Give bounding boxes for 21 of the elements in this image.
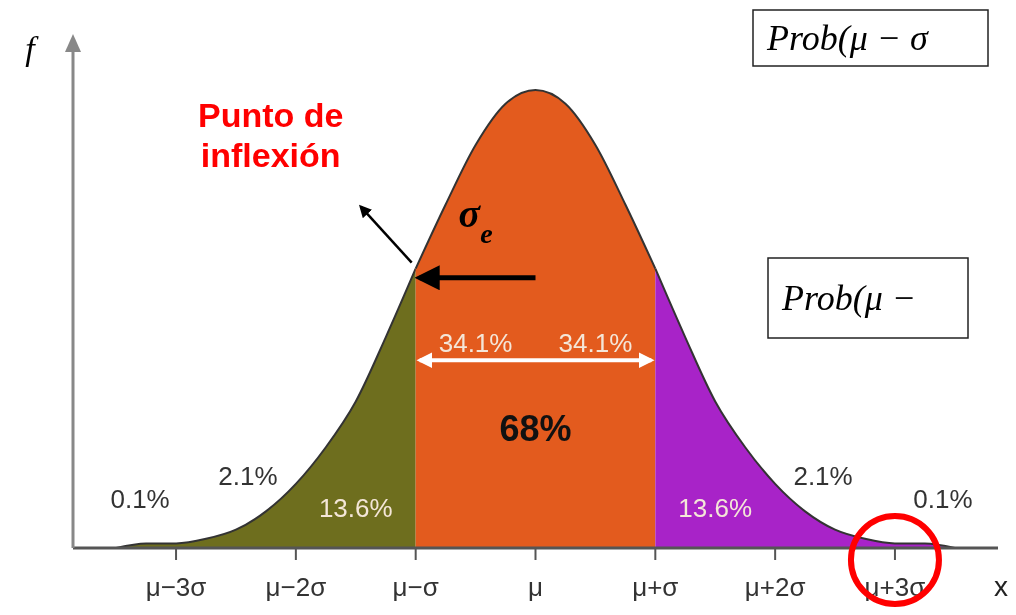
x-axis-title: x [994,571,1008,602]
x-tick-label: μ−σ [392,572,439,602]
annotation: Prob(μ − [781,278,917,318]
y-axis-title: f [25,30,40,67]
annotation: 68% [499,407,572,449]
x-tick-label: μ+σ [632,572,679,602]
annotation: Punto de inflexión [197,95,344,174]
annotation: 2.1% [218,460,278,491]
x-tick-label: μ+2σ [744,572,806,602]
x-tick-label: μ [528,572,543,602]
annotation: 0.1% [913,483,973,514]
annotation: σ$_{e}$ [458,190,493,249]
x-tick-label: μ−2σ [265,572,327,602]
annotation: 34.1% [558,327,633,358]
x-tick-label: μ−3σ [145,572,207,602]
annotation: 0.1% [110,483,170,514]
text: Prob(μ − σ [766,18,930,58]
annotation: 13.6% [678,492,753,523]
annotation: 34.1% [438,327,513,358]
annotation: 13.6% [318,492,393,523]
annotation: 2.1% [793,460,853,491]
